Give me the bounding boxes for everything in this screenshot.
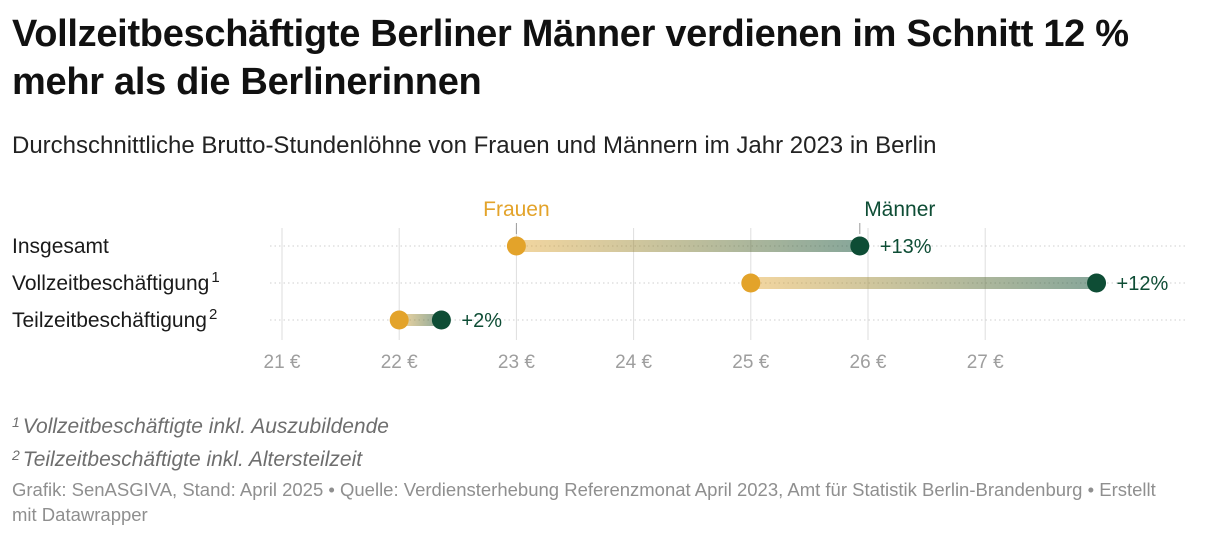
dot-maenner-2 (431, 310, 451, 330)
dumbbell-bar-1 (750, 277, 1097, 289)
legend-frauen: Frauen (483, 198, 550, 221)
footnote-1-mark: 1 (12, 414, 20, 430)
x-tick-label-22: 22 € (381, 352, 418, 373)
dot-frauen-0 (506, 236, 526, 256)
legend-maenner: Männer (864, 198, 935, 221)
dot-maenner-0 (850, 236, 870, 256)
footnote-2-text: Teilzeitbeschäftigte inkl. Altersteilzei… (22, 448, 363, 471)
footnote-2: 2 Teilzeitbeschäftigte inkl. Altersteilze… (12, 441, 1202, 474)
chart-title: Vollzeitbeschäftigte Berliner Männer ver… (12, 13, 1129, 103)
diff-label-1: +12% (1117, 273, 1169, 295)
x-tick-label-26: 26 € (850, 352, 887, 373)
dot-maenner-1 (1087, 273, 1107, 293)
x-tick-label-27: 27 € (967, 352, 1004, 373)
x-tick-label-21: 21 € (264, 352, 301, 373)
dot-frauen-1 (741, 273, 761, 293)
dumbbell-bar-2 (399, 314, 442, 326)
footnote-1: 1 Vollzeitbeschäftigte inkl. Auszubildend… (12, 408, 1202, 441)
footnote-1-text: Vollzeitbeschäftigte inkl. Auszubildende (22, 415, 389, 438)
source-credit: Grafik: SenASGIVA, Stand: April 2025 • Q… (12, 479, 1156, 525)
dot-frauen-2 (389, 310, 409, 330)
dumbbell-bar-0 (516, 240, 860, 252)
diff-label-2: +2% (461, 310, 502, 332)
x-tick-label-25: 25 € (732, 352, 769, 373)
chart-subtitle: Durchschnittliche Brutto-Stundenlöhne vo… (12, 132, 937, 159)
footnote-2-mark: 2 (12, 447, 20, 463)
diff-label-0: +13% (880, 236, 932, 258)
category-label-0: Insgesamt (12, 235, 109, 258)
dumbbell-chart: 21 € 22 € 23 € 24 € 25 € 26 € 27 € Frauen Männer… (12, 198, 1188, 373)
x-tick-label-24: 24 € (615, 352, 652, 373)
category-label-1: Vollzeitbeschäftigung 1 (12, 269, 220, 295)
footnotes: 1 Vollzeitbeschäftigte inkl. Auszubildend… (12, 408, 1202, 474)
x-tick-label-23: 23 € (498, 352, 535, 373)
category-label-2: Teilzeitbeschäftigung 2 (12, 306, 217, 332)
